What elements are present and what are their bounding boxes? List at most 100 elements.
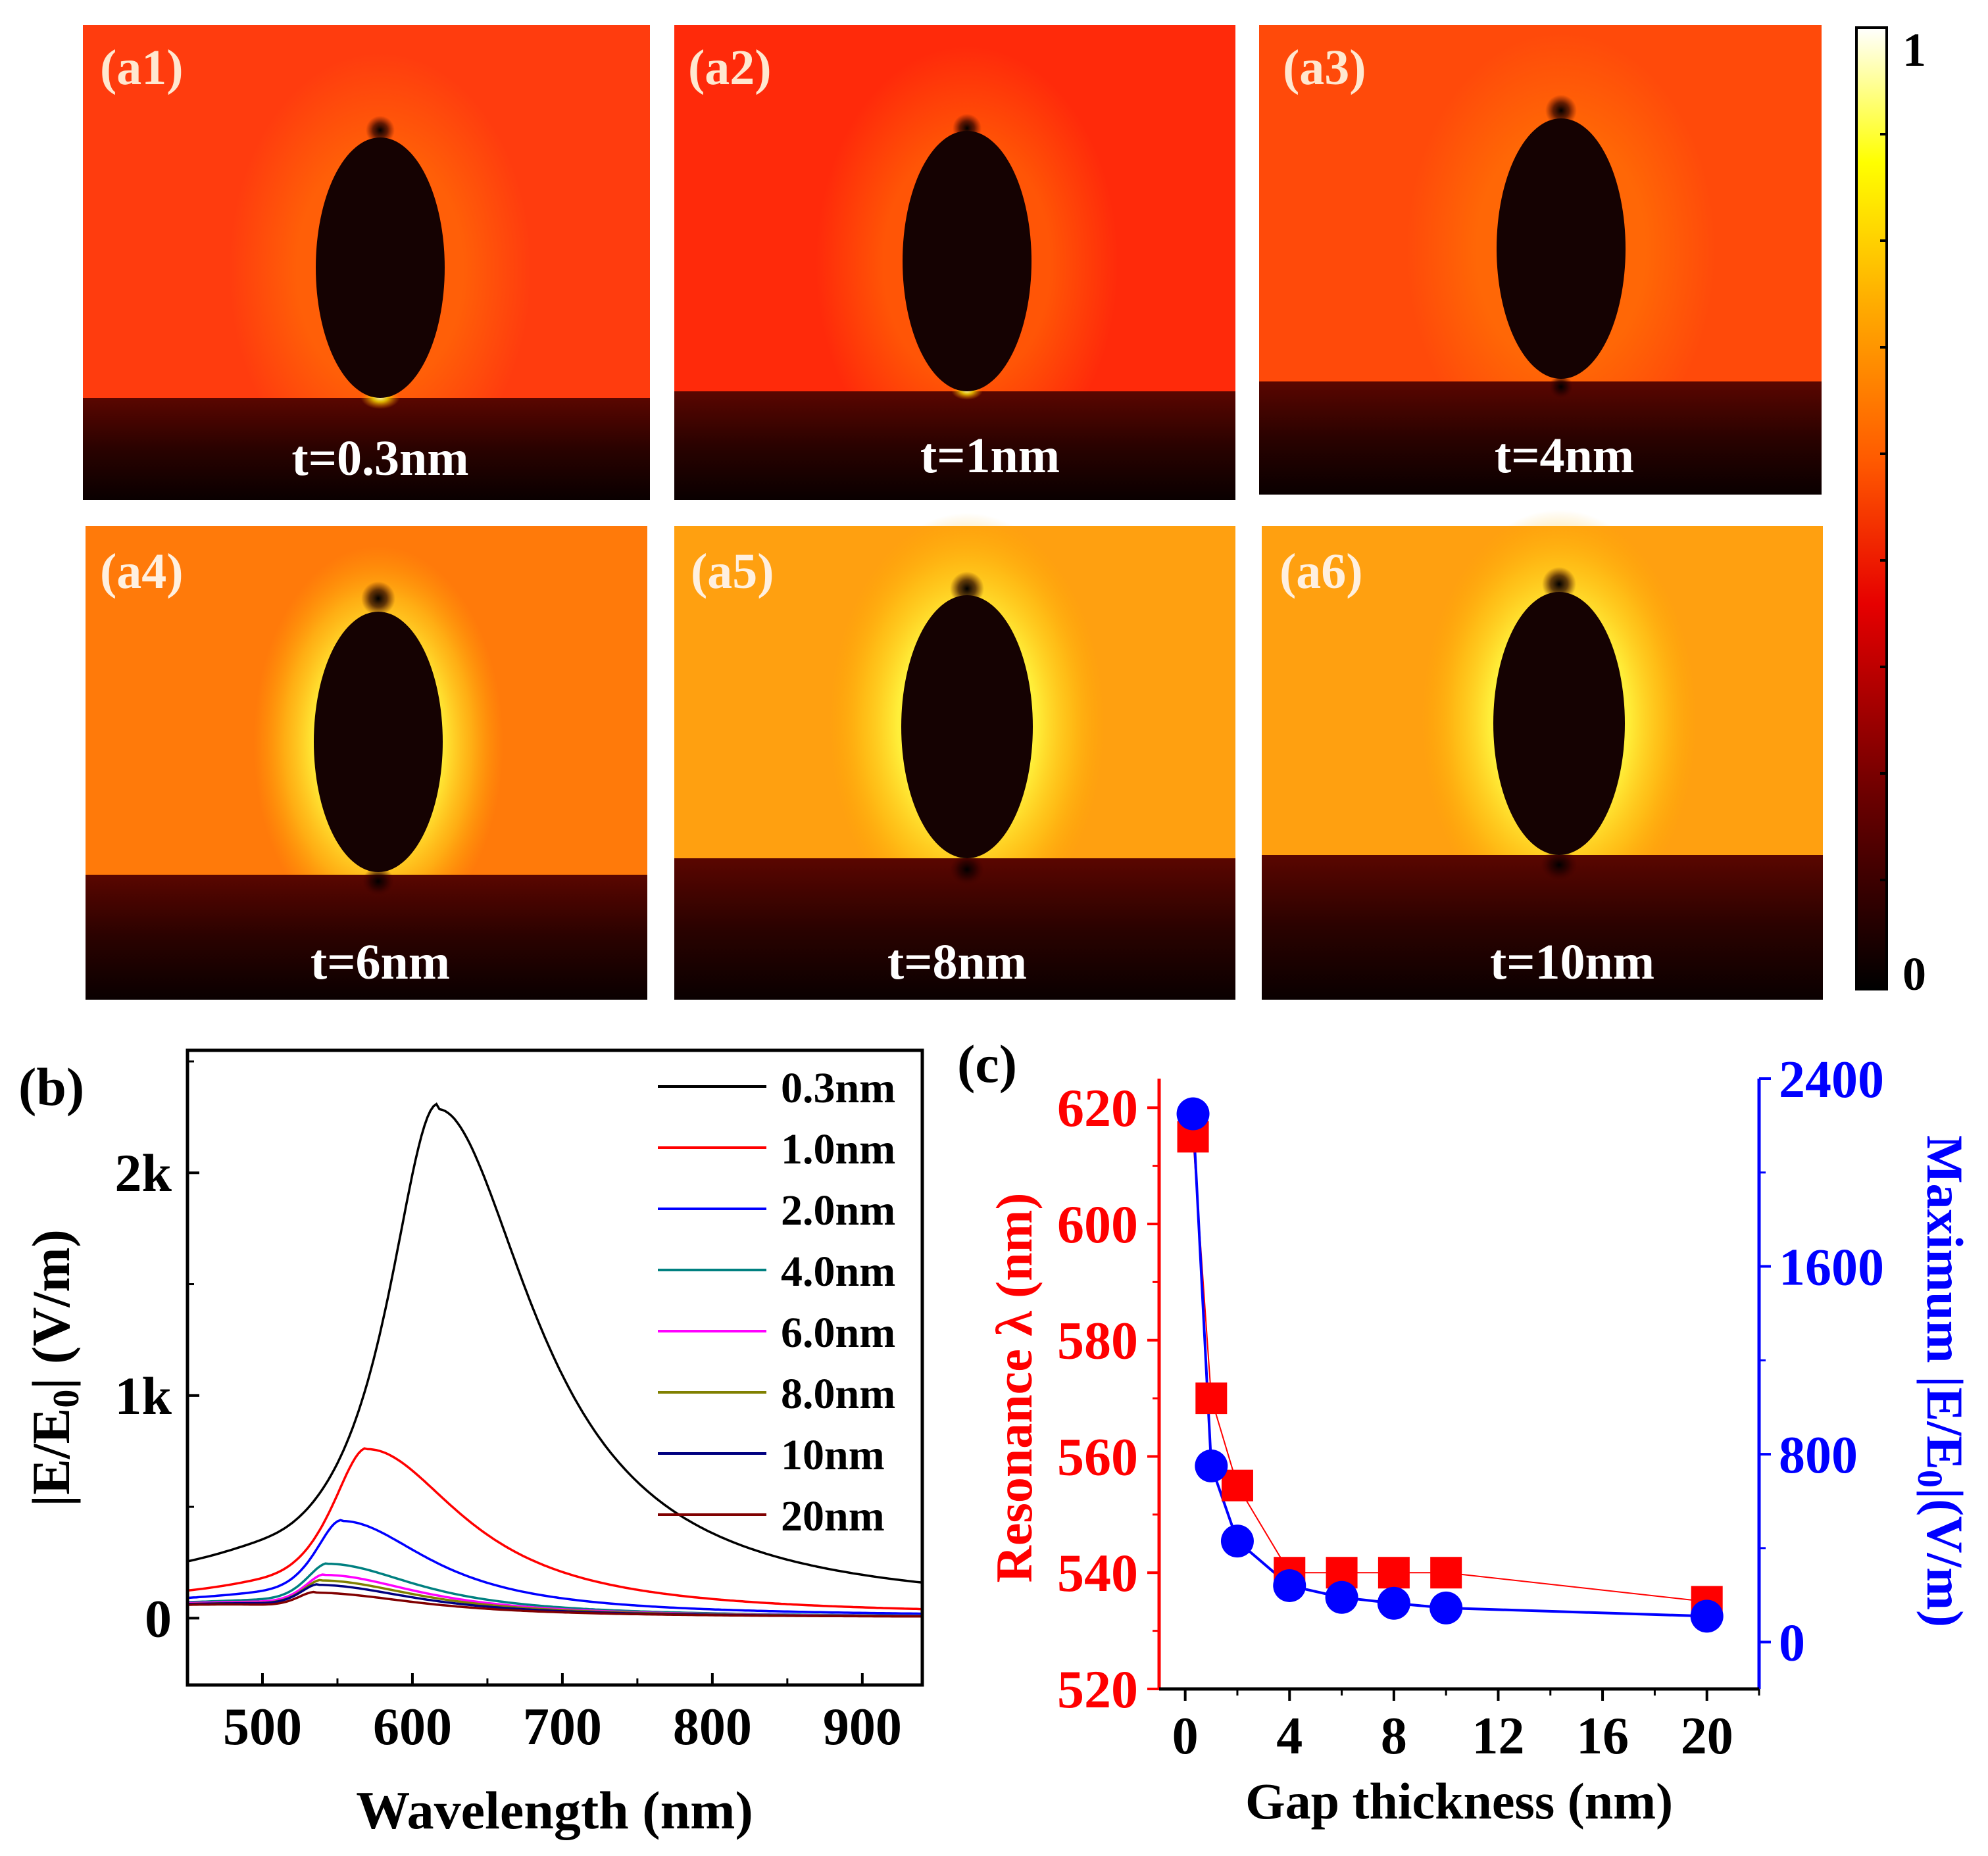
legend-label-1.0nm: 1.0nm — [781, 1125, 895, 1173]
right-tick-label: 2400 — [1779, 1051, 1884, 1109]
legend-label-20nm: 20nm — [781, 1492, 885, 1540]
legend-label-6.0nm: 6.0nm — [781, 1309, 895, 1357]
nanoparticle — [316, 137, 445, 398]
marker-circle-20 — [1690, 1600, 1724, 1633]
marker-circle-10 — [1429, 1591, 1463, 1624]
dark-spot — [950, 854, 984, 885]
field-map-a3: (a3) t=4nm — [1259, 25, 1822, 495]
marker-circle-6 — [1325, 1580, 1358, 1614]
nanoparticle — [901, 595, 1033, 858]
colorbar-min-label: 0 — [1902, 948, 1926, 1000]
nanoparticle — [903, 131, 1031, 391]
field-map-a1: (a1) t=0.3nm — [83, 25, 650, 500]
field-map-a2: (a2) t=1nm — [674, 25, 1235, 500]
chart-b-legend: 0.3nm 1.0nm 2.0nm 4.0nm 6.0nm 8.0nm 10nm 20nm — [658, 1064, 895, 1540]
chart-c-x-ticks: 0 4 8 12 16 20 — [1172, 1689, 1760, 1765]
substrate — [674, 858, 1235, 1000]
field-map-a6: (a6) t=10nm — [1262, 510, 1823, 1000]
colorbar-ticks — [1880, 26, 1887, 990]
legend-label-0.3nm: 0.3nm — [781, 1064, 895, 1112]
colorbar: 1 0 — [1855, 24, 1926, 1000]
x-tick-label: 900 — [823, 1698, 902, 1756]
substrate — [1262, 855, 1823, 1000]
chart-b-spectra: (b) 500 600 700 800 900 0 1k 2k Wavelength (nm… — [18, 1048, 924, 1840]
series-line-left — [1192, 1136, 1707, 1603]
x-tick-label: 16 — [1576, 1707, 1629, 1765]
left-tick-label: 580 — [1057, 1311, 1138, 1371]
chart-c-panel-label: (c) — [957, 1034, 1017, 1094]
chart-c-gap-dependence: (c) 0 4 8 12 16 20 520 540 560 580 600 620 0 800 160… — [957, 1034, 1974, 1830]
dark-spot — [1549, 375, 1573, 399]
x-tick-label: 600 — [373, 1698, 452, 1756]
marker-square-8 — [1378, 1557, 1410, 1589]
marker-circle-0.3 — [1176, 1097, 1210, 1131]
panel-caption-a3: t=4nm — [1495, 428, 1634, 483]
substrate — [86, 875, 647, 1000]
x-tick-label: 800 — [673, 1698, 752, 1756]
chart-b-plot-frame — [186, 1048, 924, 1687]
dark-spot — [1542, 567, 1576, 601]
chart-b-y-ticks: 0 1k 2k — [114, 1060, 199, 1648]
left-tick-label: 620 — [1057, 1078, 1138, 1138]
nanoparticle — [1493, 592, 1625, 855]
marker-circle-1 — [1195, 1449, 1228, 1482]
dark-spot — [1545, 95, 1577, 126]
left-tick-label: 560 — [1057, 1427, 1138, 1486]
legend-label-2.0nm: 2.0nm — [781, 1186, 895, 1234]
y-tick-label: 0 — [145, 1588, 172, 1648]
panel-caption-a4: t=6nm — [311, 935, 450, 990]
series-line-2.0nm — [187, 1519, 922, 1615]
chart-c-right-ticks: 0 800 1600 2400 — [1759, 1051, 1884, 1673]
chart-b-x-axis-label: Wavelength (nm) — [356, 1780, 753, 1840]
chart-b-x-ticks: 500 600 700 800 900 — [186, 1673, 902, 1756]
dark-spot — [362, 867, 394, 896]
field-map-a5: (a5) t=8nm — [674, 513, 1235, 1000]
marker-circle-4 — [1273, 1569, 1306, 1602]
chart-b-panel-label: (b) — [18, 1057, 84, 1117]
left-tick-label: 540 — [1057, 1543, 1138, 1603]
chart-c-x-axis-label: Gap thickness (nm) — [1245, 1772, 1673, 1830]
x-tick-label: 0 — [1172, 1707, 1199, 1765]
marker-square-1 — [1195, 1382, 1228, 1415]
panel-label-a1: (a1) — [100, 40, 184, 95]
left-tick-label: 520 — [1057, 1659, 1138, 1719]
chart-c-left-ticks: 520 540 560 580 600 620 — [1057, 1078, 1159, 1719]
chart-c-right-axis-label: Maximum |E/E0|(V/m) — [1910, 1135, 1974, 1627]
legend-label-4.0nm: 4.0nm — [781, 1248, 895, 1296]
series-line-1.0nm — [187, 1447, 923, 1611]
y-tick-label: 2k — [114, 1143, 172, 1203]
x-tick-label: 4 — [1276, 1707, 1303, 1765]
colorbar-max-label: 1 — [1902, 24, 1926, 76]
series-line-0.3nm — [187, 1102, 923, 1584]
x-tick-label: 20 — [1681, 1707, 1733, 1765]
marker-square-2 — [1221, 1469, 1253, 1502]
panel-caption-a5: t=8nm — [887, 935, 1027, 990]
dark-spot — [1541, 849, 1578, 881]
panel-label-a6: (a6) — [1280, 544, 1363, 599]
panel-label-a3: (a3) — [1283, 40, 1366, 95]
chart-c-series-group — [1176, 1097, 1724, 1633]
x-tick-label: 500 — [223, 1698, 302, 1756]
nanoparticle — [1497, 118, 1626, 379]
right-tick-label: 800 — [1779, 1427, 1858, 1484]
panel-caption-a1: t=0.3nm — [291, 431, 468, 486]
panel-caption-a6: t=10nm — [1490, 935, 1654, 990]
x-tick-label: 8 — [1381, 1707, 1407, 1765]
dark-spot — [366, 116, 395, 145]
chart-b-series-group — [187, 1102, 923, 1618]
panel-caption-a2: t=1nm — [920, 428, 1060, 483]
chart-c-left-axis-label: Resonance λ (nm) — [985, 1193, 1043, 1583]
right-tick-label: 0 — [1779, 1615, 1805, 1673]
series-line-20nm — [187, 1590, 922, 1618]
field-map-a4: (a4) t=6nm — [86, 526, 647, 1000]
legend-label-8.0nm: 8.0nm — [781, 1370, 895, 1418]
marker-circle-8 — [1377, 1586, 1410, 1620]
y-tick-label: 1k — [114, 1366, 172, 1426]
panel-label-a4: (a4) — [100, 544, 184, 599]
chart-b-y-axis-label: |E/E0| (V/m) — [21, 1229, 87, 1507]
left-tick-label: 600 — [1057, 1194, 1138, 1254]
substrate — [674, 391, 1235, 500]
nanoparticle — [314, 612, 443, 872]
legend-label-10nm: 10nm — [781, 1431, 885, 1479]
